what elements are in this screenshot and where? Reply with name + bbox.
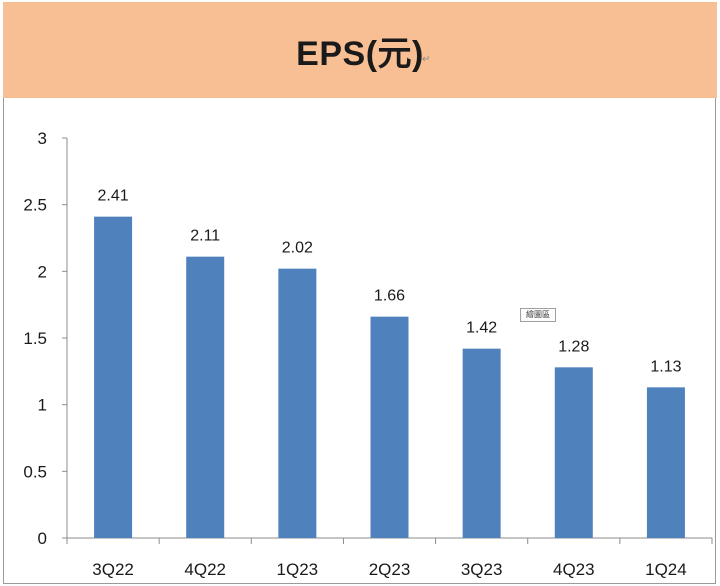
data-label: 1.28 (558, 338, 589, 355)
data-label: 2.41 (98, 188, 129, 205)
y-tick-label: 3 (38, 129, 47, 148)
axes: 0 0.5 1 1.5 2 2.5 3 3Q22 4Q22 1Q23 2Q23 3Q23 4Q23 1Q2… (23, 129, 713, 579)
bar (462, 348, 501, 538)
x-tick-label: 4Q22 (184, 560, 226, 579)
plot-area-border (3, 98, 716, 584)
y-tick-label: 1 (38, 396, 47, 415)
title-banner: EPS(元) (3, 2, 717, 98)
data-label: 1.13 (650, 358, 681, 375)
data-label: 1.42 (466, 320, 497, 337)
data-label: 2.11 (190, 228, 220, 245)
x-tick-label: 3Q22 (92, 560, 134, 579)
y-tick-label: 2.5 (23, 196, 47, 215)
bar-series (94, 216, 685, 538)
x-tick-label: 4Q23 (553, 560, 595, 579)
bar (278, 268, 317, 538)
data-label: 2.02 (282, 240, 313, 257)
drawing-area-tag: 繪圖區 (520, 308, 556, 322)
bar (554, 367, 593, 538)
chart-title: EPS(元) (296, 34, 424, 73)
y-tick-label: 0 (38, 529, 47, 548)
bar (646, 387, 685, 538)
y-tick-label: 0.5 (23, 462, 47, 481)
x-tick-label: 1Q24 (645, 560, 687, 579)
x-tick-label: 2Q23 (369, 560, 411, 579)
bar (186, 256, 225, 538)
bar (94, 216, 133, 538)
y-tick-label: 1.5 (23, 329, 47, 348)
data-labels: 2.41 2.11 2.02 1.66 1.42 1.28 1.13 (98, 188, 682, 376)
data-label: 1.66 (374, 288, 405, 305)
x-tick-label: 3Q23 (461, 560, 503, 579)
paragraph-return-mark: ↵ (422, 54, 431, 65)
x-tick-label: 1Q23 (277, 560, 319, 579)
y-tick-label: 2 (38, 262, 47, 281)
bar (370, 316, 409, 538)
